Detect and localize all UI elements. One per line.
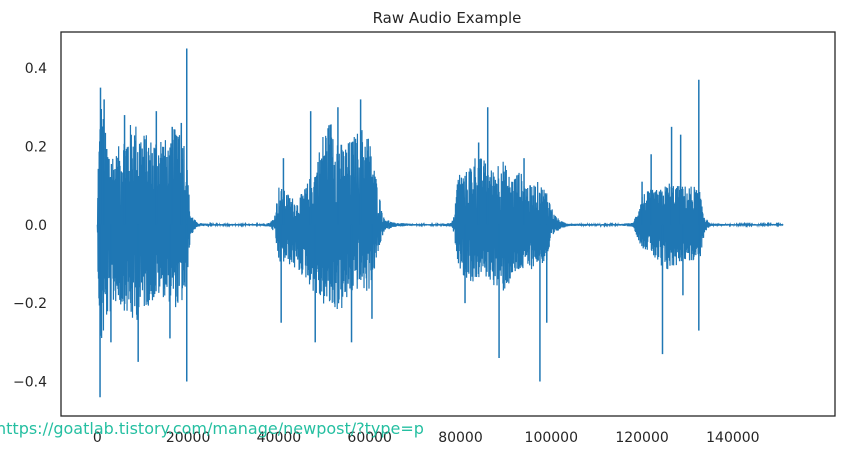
x-tick-label: 40000: [257, 430, 302, 446]
chart-title: Raw Audio Example: [373, 9, 522, 27]
x-tick-label: 0: [93, 430, 102, 446]
y-tick-label: 0.2: [25, 139, 47, 155]
waveform-line: [96, 109, 784, 339]
x-tick-label: 80000: [438, 430, 483, 446]
x-tick-label: 120000: [615, 430, 668, 446]
y-tick-label: −0.2: [13, 296, 47, 312]
x-tick-label: 100000: [525, 430, 578, 446]
y-tick-label: 0.4: [25, 61, 47, 77]
x-axis: 0 20000 40000 60000 80000 100000 120000 140000: [93, 430, 760, 446]
x-tick-label: 140000: [706, 430, 759, 446]
watermark-url[interactable]: https://goatlab.tistory.com/manage/newpo…: [0, 419, 424, 438]
x-tick-label: 60000: [347, 430, 392, 446]
y-tick-label: −0.4: [13, 375, 47, 391]
waveform-series: [96, 48, 784, 398]
y-axis: 0.4 0.2 0.0 −0.2 −0.4: [13, 61, 47, 390]
plot-frame: [60, 31, 836, 417]
x-tick-label: 20000: [166, 430, 211, 446]
y-tick-label: 0.0: [25, 218, 47, 234]
